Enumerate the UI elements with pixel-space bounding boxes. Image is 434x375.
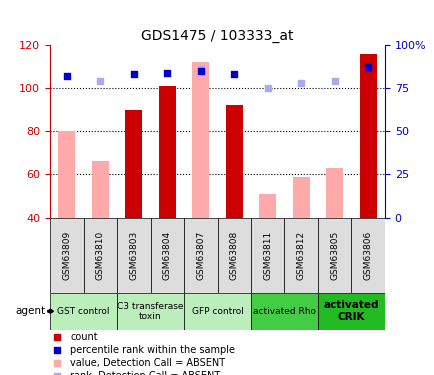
Bar <box>292 177 309 218</box>
Bar <box>250 292 317 330</box>
Point <box>53 360 60 366</box>
Point <box>130 71 137 77</box>
Point <box>331 78 338 84</box>
Bar <box>184 292 250 330</box>
Point <box>53 347 60 352</box>
Text: GSM63810: GSM63810 <box>95 230 105 280</box>
Bar <box>58 131 75 218</box>
Bar <box>92 161 108 218</box>
Point <box>63 73 70 79</box>
Bar <box>259 194 276 217</box>
Text: activated
CRIK: activated CRIK <box>323 300 378 322</box>
Bar <box>50 292 117 330</box>
Text: GSM63807: GSM63807 <box>196 230 205 280</box>
Bar <box>158 86 175 218</box>
Point <box>197 66 204 72</box>
Bar <box>150 217 184 292</box>
Text: agent: agent <box>16 306 46 316</box>
Point <box>164 70 171 76</box>
Bar <box>284 217 317 292</box>
Bar <box>192 62 209 217</box>
Text: GSM63804: GSM63804 <box>162 230 171 280</box>
Bar <box>217 217 250 292</box>
Bar <box>359 54 376 217</box>
Text: GSM63806: GSM63806 <box>363 230 372 280</box>
Text: GFP control: GFP control <box>191 307 243 316</box>
Text: value, Detection Call = ABSENT: value, Detection Call = ABSENT <box>70 358 225 368</box>
Point <box>364 64 371 70</box>
Text: percentile rank within the sample: percentile rank within the sample <box>70 345 235 355</box>
Text: C3 transferase
toxin: C3 transferase toxin <box>117 302 183 321</box>
Text: GSM63811: GSM63811 <box>263 230 272 280</box>
Title: GDS1475 / 103333_at: GDS1475 / 103333_at <box>141 28 293 43</box>
Point <box>197 68 204 74</box>
Text: rank, Detection Call = ABSENT: rank, Detection Call = ABSENT <box>70 371 220 375</box>
Bar <box>250 217 284 292</box>
Text: GSM63803: GSM63803 <box>129 230 138 280</box>
Text: activated Rho: activated Rho <box>253 307 315 316</box>
Bar <box>184 217 217 292</box>
Bar <box>50 217 83 292</box>
Text: count: count <box>70 332 98 342</box>
Point <box>53 373 60 375</box>
Text: GSM63812: GSM63812 <box>296 230 305 280</box>
Text: GST control: GST control <box>57 307 109 316</box>
Bar <box>225 105 242 218</box>
Point <box>97 78 104 84</box>
Point <box>230 71 237 77</box>
Bar <box>83 217 117 292</box>
Bar <box>117 217 150 292</box>
Point <box>264 85 271 91</box>
Bar <box>317 217 351 292</box>
Text: GSM63808: GSM63808 <box>229 230 238 280</box>
Bar <box>117 292 184 330</box>
Point <box>53 334 60 340</box>
Bar <box>351 217 384 292</box>
Text: GSM63809: GSM63809 <box>62 230 71 280</box>
Point <box>297 80 304 86</box>
Bar <box>125 110 142 218</box>
Bar <box>326 168 342 217</box>
Text: GSM63805: GSM63805 <box>329 230 339 280</box>
Bar <box>317 292 384 330</box>
